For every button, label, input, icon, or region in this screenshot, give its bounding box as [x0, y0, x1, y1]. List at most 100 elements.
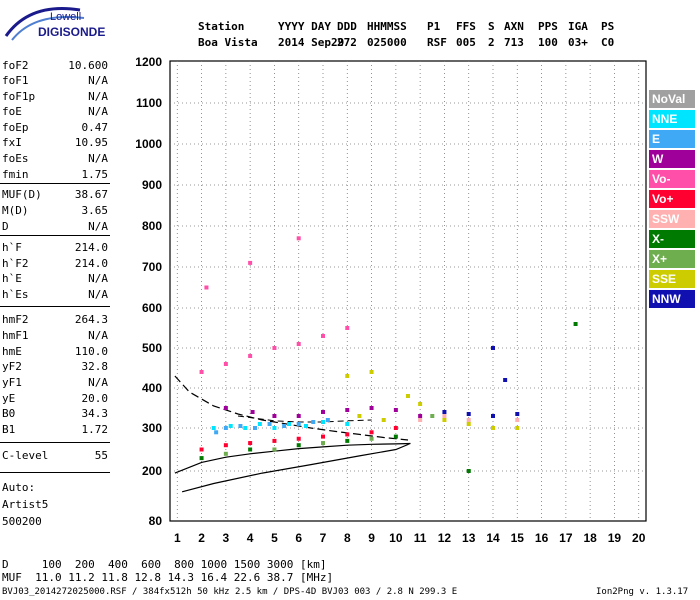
- x-tick-label: 11: [414, 531, 427, 545]
- param-name: D: [2, 220, 9, 233]
- data-point: [573, 322, 578, 326]
- data-point: [418, 418, 423, 422]
- x-tick-label: 17: [559, 531, 573, 545]
- param-row: fmin 1.75: [2, 167, 108, 182]
- param-value: 3.65: [81, 204, 109, 217]
- param-row: foF2 10.600: [2, 58, 108, 73]
- param-value: 264.3: [74, 313, 108, 326]
- param-value: N/A: [88, 288, 108, 301]
- data-point: [393, 434, 398, 439]
- data-point: [345, 438, 350, 443]
- header-value-10: C0: [601, 36, 615, 49]
- y-tick-label: 600: [142, 301, 162, 315]
- x-tick-label: 2: [198, 531, 205, 545]
- x-tick-label: 7: [320, 531, 327, 545]
- header-label-8: PPS: [538, 20, 558, 33]
- param-value: 1.75: [81, 168, 109, 181]
- data-point: [250, 410, 255, 414]
- header-value-5: 005: [456, 36, 476, 49]
- data-point: [369, 370, 374, 374]
- data-point: [272, 438, 277, 443]
- data-point: [199, 370, 204, 374]
- legend-item: SSE: [649, 270, 695, 288]
- legend-item: SSW: [649, 210, 695, 228]
- header-value-2: 272: [337, 36, 357, 49]
- param-divider: [0, 442, 110, 443]
- data-point: [345, 326, 350, 330]
- param-name: hmE: [2, 345, 22, 358]
- param-name: M(D): [2, 204, 29, 217]
- header-label-4: P1: [427, 20, 441, 33]
- legend-item: Vo+: [649, 190, 695, 208]
- logo-line1: Lowell: [50, 11, 82, 23]
- data-point: [345, 374, 350, 378]
- y-tick-label: 500: [142, 341, 162, 355]
- param-value: 55: [94, 449, 108, 462]
- param-value: 38.67: [74, 188, 108, 201]
- header-label-6: S: [488, 20, 495, 33]
- data-point: [418, 414, 423, 418]
- param-value: N/A: [88, 220, 108, 233]
- legend-item: Vo-: [649, 170, 695, 188]
- header-label-0: Station: [198, 20, 245, 33]
- param-name: B0: [2, 407, 16, 420]
- logo-line2: DIGISONDE: [38, 25, 106, 39]
- auto-line3: 500200: [2, 515, 42, 528]
- param-value: N/A: [88, 376, 108, 389]
- data-point: [515, 426, 520, 430]
- param-name: hmF1: [2, 329, 29, 342]
- data-point: [369, 430, 374, 435]
- data-point: [287, 422, 291, 426]
- header-value-8: 100: [538, 36, 558, 49]
- param-row: foEp 0.47: [2, 120, 108, 135]
- data-point: [199, 456, 204, 461]
- data-point: [515, 418, 520, 422]
- param-value: N/A: [88, 329, 108, 342]
- param-name: foE: [2, 105, 22, 118]
- data-point: [248, 441, 253, 446]
- data-point: [296, 342, 301, 346]
- data-point: [466, 422, 471, 426]
- param-row: hmF1 N/A: [2, 328, 108, 343]
- param-row: B0 34.3: [2, 406, 108, 421]
- data-point: [369, 436, 374, 441]
- y-tick-label: 200: [142, 464, 162, 478]
- param-row: h`E N/A: [2, 271, 108, 286]
- data-point: [321, 434, 325, 439]
- param-name: foEs: [2, 152, 29, 165]
- param-value: 20.0: [81, 392, 109, 405]
- header-label-3: HHMMSS: [367, 20, 407, 33]
- data-point: [223, 406, 228, 410]
- param-name: foF1p: [2, 90, 36, 103]
- data-point: [325, 418, 330, 422]
- data-point: [272, 426, 277, 430]
- param-name: C-level: [2, 449, 49, 462]
- data-point: [442, 410, 447, 414]
- param-row: foEs N/A: [2, 151, 108, 166]
- param-value: N/A: [88, 90, 108, 103]
- param-value: 1.72: [81, 423, 109, 436]
- param-row: h`F2 214.0: [2, 256, 108, 271]
- data-point: [466, 418, 471, 422]
- x-tick-label: 18: [583, 531, 597, 545]
- data-point: [393, 408, 398, 412]
- x-tick-label: 4: [247, 531, 254, 545]
- data-point: [223, 426, 228, 430]
- param-value: 34.3: [81, 407, 109, 420]
- param-value: N/A: [88, 152, 108, 165]
- data-point: [223, 451, 228, 456]
- param-row: hmF2 264.3: [2, 312, 108, 327]
- param-value: N/A: [88, 105, 108, 118]
- param-value: 10.600: [68, 59, 108, 72]
- param-row: foF1p N/A: [2, 89, 108, 104]
- data-point: [345, 408, 350, 412]
- digisonde-logo: Lowell DIGISONDE: [0, 0, 110, 48]
- param-value: N/A: [88, 74, 108, 87]
- profile-curve-dashed: [174, 375, 409, 441]
- param-divider: [0, 306, 110, 307]
- data-point: [321, 420, 325, 424]
- data-point: [214, 430, 219, 435]
- x-tick-label: 1: [174, 531, 181, 545]
- y-tick-label: 1200: [135, 55, 162, 69]
- data-point: [321, 334, 325, 338]
